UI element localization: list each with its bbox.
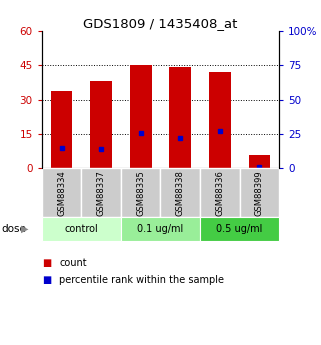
Title: GDS1809 / 1435408_at: GDS1809 / 1435408_at: [83, 17, 238, 30]
Text: count: count: [59, 258, 87, 268]
Text: ■: ■: [42, 275, 51, 285]
Bar: [200, 217, 279, 241]
Text: GSM88338: GSM88338: [176, 170, 185, 216]
Bar: [42, 168, 81, 217]
Text: dose: dose: [2, 224, 26, 234]
Bar: [121, 217, 200, 241]
Text: GSM88337: GSM88337: [97, 170, 106, 216]
Text: GSM88335: GSM88335: [136, 170, 145, 216]
Bar: [160, 168, 200, 217]
Text: ▶: ▶: [21, 224, 28, 234]
Text: GSM88334: GSM88334: [57, 170, 66, 216]
Text: control: control: [65, 224, 98, 234]
Text: GSM88399: GSM88399: [255, 170, 264, 216]
Text: GSM88336: GSM88336: [215, 170, 224, 216]
Bar: [240, 168, 279, 217]
Bar: [121, 168, 160, 217]
Bar: [51, 90, 73, 168]
Bar: [42, 217, 121, 241]
Bar: [248, 155, 270, 168]
Bar: [130, 65, 152, 168]
Bar: [90, 81, 112, 168]
Text: 0.5 ug/ml: 0.5 ug/ml: [216, 224, 263, 234]
Bar: [169, 67, 191, 168]
Bar: [81, 168, 121, 217]
Bar: [200, 168, 240, 217]
Text: ■: ■: [42, 258, 51, 268]
Bar: [209, 72, 231, 168]
Text: percentile rank within the sample: percentile rank within the sample: [59, 275, 224, 285]
Text: 0.1 ug/ml: 0.1 ug/ml: [137, 224, 184, 234]
